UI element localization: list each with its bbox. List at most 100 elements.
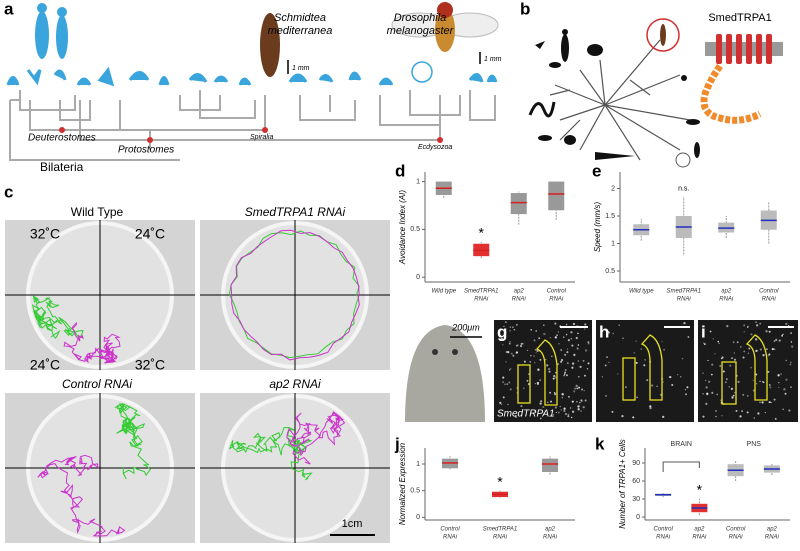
speckle [586, 367, 589, 370]
speckle [743, 331, 745, 333]
speckle [733, 352, 735, 354]
speckle [640, 348, 642, 350]
speckle [504, 321, 507, 324]
scale-bar-label: 1 mm [292, 65, 310, 72]
speckle [549, 391, 552, 394]
speckle [542, 405, 545, 408]
planarian-highlight [646, 18, 680, 52]
clade-label: Ecdysozoa [418, 144, 452, 151]
x-tick-label: RNAi [543, 535, 558, 541]
speckle [785, 322, 788, 326]
x-tick-label: RNAi [493, 535, 508, 541]
worm-track [63, 322, 121, 364]
speckle [548, 370, 551, 373]
speckle [737, 380, 740, 383]
speckle [509, 330, 511, 332]
y-tick-label: 1 [416, 461, 420, 468]
speckle [683, 321, 686, 325]
y-axis-label: Number of TRPA1+ Cells [618, 439, 627, 528]
panel-label: j [394, 434, 400, 453]
group-label: BRAIN [671, 441, 692, 448]
speckle [549, 337, 552, 339]
speckle [563, 407, 566, 410]
speckle [498, 334, 500, 336]
speckle [789, 361, 792, 364]
speckle [714, 353, 716, 355]
panel-label: h [599, 322, 609, 341]
speckle [571, 362, 575, 365]
speckle [561, 393, 564, 396]
phylogeny-a [9, 90, 496, 161]
speckle [621, 414, 624, 418]
speckle [535, 330, 537, 332]
significance: * [497, 473, 503, 489]
temperature-label: 32˚C [30, 226, 60, 242]
x-tick-label: ap2 [545, 527, 556, 533]
speckle [560, 348, 563, 351]
x-tick-label: Control [440, 527, 460, 533]
speckle [775, 338, 778, 341]
speckle [571, 366, 574, 369]
speckle [554, 393, 557, 396]
speckle [514, 415, 517, 418]
x-tick-label: Control [653, 527, 673, 533]
speckle [606, 356, 608, 359]
speckle [703, 342, 705, 344]
speckle [571, 400, 574, 403]
species-name: melanogaster [387, 25, 455, 37]
speckle [563, 373, 566, 376]
y-tick-label: 0.5 [410, 488, 420, 495]
speckle [550, 400, 552, 403]
speckle [790, 332, 793, 335]
box [548, 181, 565, 211]
speckle [730, 387, 734, 391]
comparison-bracket [662, 461, 700, 472]
speckle [557, 411, 560, 414]
x-tick-label: SmedTRPA1 [666, 289, 701, 295]
speckle [746, 326, 749, 329]
x-tick-label: RNAi [719, 297, 734, 303]
speckle [566, 351, 569, 354]
temperature-label: 24˚C [30, 357, 60, 373]
speckle [565, 374, 568, 377]
box [510, 193, 527, 215]
speckle [778, 382, 780, 384]
speckle [558, 342, 560, 345]
speckle [759, 380, 761, 383]
speckle [526, 349, 529, 352]
speckle [577, 360, 580, 362]
speckle [579, 365, 582, 368]
speckle [773, 340, 776, 342]
speckle [632, 416, 635, 419]
planarian-icon [660, 24, 666, 46]
speckle [702, 415, 705, 418]
speckle [717, 340, 719, 343]
speckle [656, 385, 658, 387]
speckle [681, 357, 684, 360]
speckle [612, 332, 615, 335]
x-tick-label: Wild type [629, 289, 654, 295]
speckle [778, 386, 780, 389]
speckle [761, 401, 764, 404]
phylogeny-b [549, 39, 691, 161]
speckle [728, 386, 730, 388]
clade-nodes [59, 127, 443, 143]
speckle [552, 377, 555, 380]
speckle [550, 414, 553, 416]
speckle [538, 337, 541, 340]
image-i [698, 320, 798, 422]
temperature-label: 32˚C [135, 357, 165, 373]
speckles [498, 321, 794, 420]
speckle [750, 366, 753, 369]
speckle [509, 341, 511, 343]
speckle [565, 323, 568, 326]
dishes [5, 220, 390, 543]
probe-label: SmedTRPA1 [497, 409, 555, 420]
speckle [742, 356, 745, 359]
image-g [494, 320, 592, 422]
speckle [753, 417, 755, 419]
speckle [580, 399, 583, 402]
speckle [535, 352, 537, 354]
roi-boxes [517, 334, 768, 406]
speckle [570, 331, 573, 334]
